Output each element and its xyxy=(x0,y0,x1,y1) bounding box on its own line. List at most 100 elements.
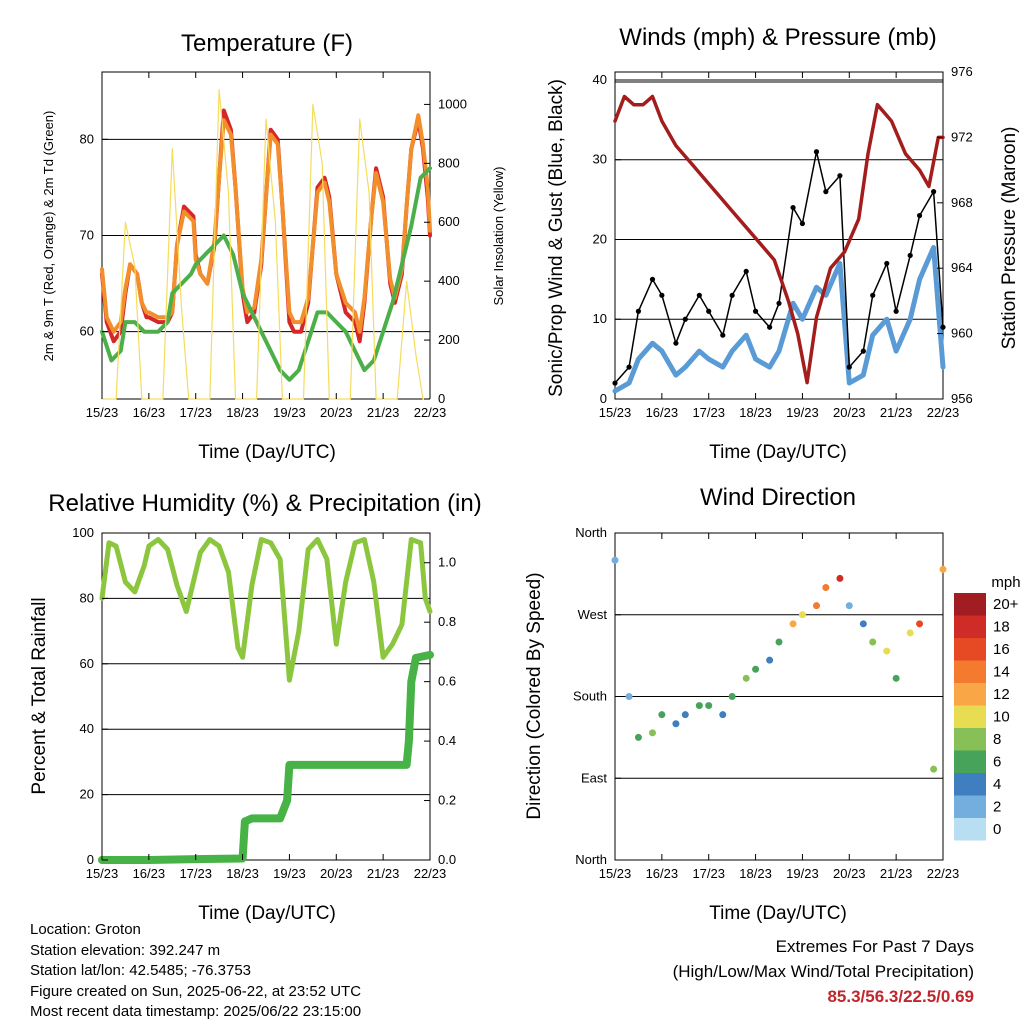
y2-tick-label: 200 xyxy=(438,332,460,347)
temperature-ticks: 15/23 16/23 17/23 18/23 19/23 20/23 21/23 22/23… xyxy=(80,72,467,420)
humidity-series xyxy=(98,537,434,864)
direction-point xyxy=(883,647,891,655)
gust-point xyxy=(837,173,843,179)
gust-point xyxy=(626,364,632,370)
x-tick-label: 21/23 xyxy=(880,405,913,420)
y-tick-label: 60 xyxy=(80,656,94,671)
series-pressure xyxy=(613,94,945,385)
direction-point xyxy=(812,602,820,610)
gust-point xyxy=(752,308,759,314)
gust-point xyxy=(635,308,642,314)
y-tick-label: 30 xyxy=(593,152,607,167)
y2-tick-label: 964 xyxy=(951,260,973,275)
x-tick-label: 19/23 xyxy=(273,405,306,420)
humidity-x-label: Time (Day/UTC) xyxy=(198,903,336,924)
legend-swatch xyxy=(954,750,986,773)
direction-point xyxy=(728,693,736,700)
humidity-ticks: 15/23 16/23 17/23 18/23 19/23 20/23 21/23 22/23… xyxy=(72,525,456,881)
y2-tick-label: 0.4 xyxy=(438,733,456,748)
direction-point xyxy=(742,674,750,682)
gust-point xyxy=(696,292,702,298)
y-tick-label: 10 xyxy=(593,311,607,326)
y2-tick-label: 400 xyxy=(438,273,460,288)
solar-y2-label: Solar Insolation (Yellow) xyxy=(491,167,506,306)
direction-point xyxy=(705,702,713,710)
speed-legend: 20+ 18 16 14 12 10 8 6 4 2 0 xyxy=(954,593,1019,841)
wind-direction-chart: Wind Direction 15/23 16/23 17/23 18/23 19/23… xyxy=(524,484,1021,924)
direction-point xyxy=(836,574,844,582)
direction-point xyxy=(648,729,656,737)
y2-tick-label: 960 xyxy=(951,326,973,341)
x-tick-label: 22/23 xyxy=(414,866,447,881)
legend-label: 10 xyxy=(993,709,1010,726)
y-tick-label: 70 xyxy=(80,228,94,243)
direction-point xyxy=(766,656,774,664)
temperature-chart-title: Temperature (F) xyxy=(181,30,353,57)
gust-point xyxy=(720,332,726,338)
direction-point xyxy=(916,620,924,628)
x-tick-label: 18/23 xyxy=(739,866,772,881)
x-tick-label: 20/23 xyxy=(833,405,866,420)
winds-ticks: 15/23 16/23 17/23 18/23 19/23 20/23 21/23 22/23… xyxy=(593,64,973,420)
legend-swatch xyxy=(954,638,986,661)
gust-point xyxy=(799,220,806,227)
winds-x-label: Time (Day/UTC) xyxy=(709,442,847,463)
direction-point xyxy=(892,674,900,682)
wind-direction-title: Wind Direction xyxy=(700,484,856,511)
extremes-box: Extremes For Past 7 Days (High/Low/Max W… xyxy=(673,934,974,1009)
direction-point xyxy=(681,711,689,719)
legend-swatch xyxy=(954,705,986,728)
temperature-y-label: 2m & 9m T (Red, Orange) & 2m Td (Green) xyxy=(41,111,56,362)
temperature-chart: Temperature (F) 15/23 16/23 17/23 18/23 19/2… xyxy=(41,30,506,463)
x-tick-label: 16/23 xyxy=(646,405,679,420)
gust-point xyxy=(940,324,946,330)
legend-label: 16 xyxy=(993,641,1010,658)
direction-point xyxy=(719,711,727,719)
y-tick-label: 40 xyxy=(593,72,607,87)
direction-ticks: 15/23 16/23 17/23 18/23 19/23 20/23 21/23 22/23… xyxy=(573,525,959,881)
x-tick-label: 16/23 xyxy=(646,866,679,881)
direction-x-label: Time (Day/UTC) xyxy=(709,903,847,924)
extremes-values: 85.3/56.3/22.5/0.69 xyxy=(827,987,974,1006)
x-tick-label: 19/23 xyxy=(786,866,819,881)
y-tick-label: West xyxy=(578,607,608,622)
x-tick-label: 20/23 xyxy=(320,866,353,881)
direction-points xyxy=(611,556,947,773)
direction-y-label: Direction (Colored By Speed) xyxy=(524,572,545,819)
y-tick-label: 60 xyxy=(80,324,94,339)
direction-point xyxy=(625,693,633,700)
y2-tick-label: 956 xyxy=(951,391,973,406)
winds-series xyxy=(612,94,946,394)
station-info: Location: Groton Station elevation: 392.… xyxy=(30,920,361,1023)
y2-tick-label: 972 xyxy=(951,129,973,144)
extremes-subheading: (High/Low/Max Wind/Total Precipitation) xyxy=(672,962,974,981)
y-tick-label: 20 xyxy=(80,787,94,802)
legend-label: 2 xyxy=(993,799,1001,816)
y2-tick-label: 800 xyxy=(438,155,460,170)
y-tick-label: 80 xyxy=(80,590,94,605)
y-tick-label: 80 xyxy=(80,131,94,146)
x-tick-label: 21/23 xyxy=(367,866,400,881)
y2-tick-label: 1.0 xyxy=(438,555,456,570)
recent-timestamp: Most recent data timestamp: 2025/06/22 2… xyxy=(30,1003,362,1021)
gust-point xyxy=(682,316,688,322)
x-tick-label: 19/23 xyxy=(273,866,306,881)
legend-label: 12 xyxy=(993,686,1010,703)
x-tick-label: 22/23 xyxy=(927,405,960,420)
x-tick-label: 20/23 xyxy=(320,405,353,420)
legend-swatch xyxy=(954,795,986,818)
y2-tick-label: 0.6 xyxy=(438,674,456,689)
x-tick-label: 20/23 xyxy=(833,866,866,881)
winds-y-label: Sonic/Prop Wind & Gust (Blue, Black) xyxy=(546,79,567,397)
y-tick-label: 20 xyxy=(593,231,607,246)
direction-gridlines xyxy=(615,614,943,779)
y2-tick-label: 0.0 xyxy=(438,852,456,867)
legend-swatch xyxy=(954,660,986,683)
y-tick-label: East xyxy=(581,770,607,785)
direction-point xyxy=(658,711,666,719)
winds-pressure-chart: Winds (mph) & Pressure (mb) 15/23 16/23 17… xyxy=(546,24,1020,463)
station-latlon: Station lat/lon: 42.5485; -76.3753 xyxy=(30,962,252,980)
direction-point xyxy=(789,620,797,628)
legend-label: 8 xyxy=(993,731,1001,748)
pressure-y2-label: Station Pressure (Maroon) xyxy=(999,127,1020,350)
